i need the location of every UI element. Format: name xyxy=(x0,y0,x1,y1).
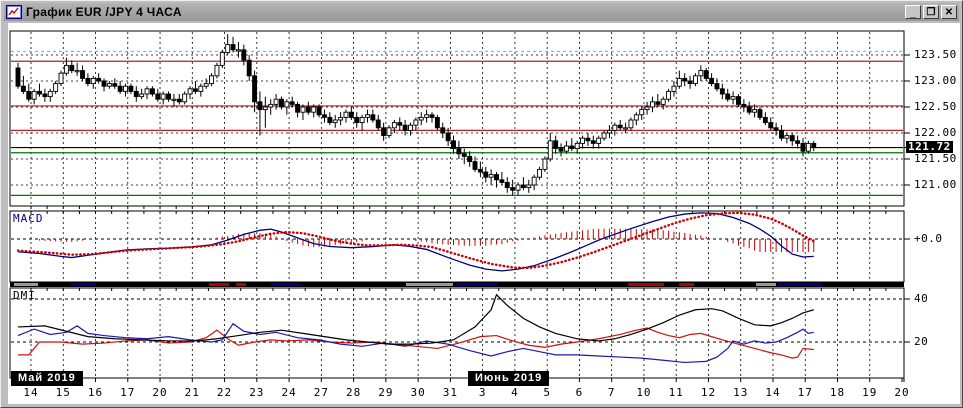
minimize-button[interactable]: _ xyxy=(905,5,921,19)
date-label: 16 xyxy=(87,386,104,399)
date-label: 21 xyxy=(184,386,200,399)
close-button[interactable]: ✕ xyxy=(941,5,957,19)
date-label: 4 xyxy=(511,386,519,399)
date-label: 17 xyxy=(797,386,813,399)
title-bar[interactable]: График EUR /JPY 4 ЧАСА _ ❒ ✕ xyxy=(4,3,959,21)
window-controls: _ ❒ ✕ xyxy=(905,5,957,19)
date-label: 24 xyxy=(281,386,297,399)
month-label-may: Май 2019 xyxy=(11,371,83,386)
dmi-axis-label-40: 40 xyxy=(914,292,929,305)
date-label: 29 xyxy=(378,386,394,399)
date-label: 6 xyxy=(575,386,584,399)
maximize-button[interactable]: ❒ xyxy=(923,5,939,19)
date-label: 22 xyxy=(216,386,233,399)
macd-panel-label: MACD xyxy=(13,212,44,225)
dmi-panel-label: DMI xyxy=(13,289,36,302)
date-label: 7 xyxy=(607,386,616,399)
date-label: 28 xyxy=(345,386,362,399)
price-tick-label: 123.50 xyxy=(914,48,957,61)
date-label: 20 xyxy=(152,386,168,399)
date-label: 15 xyxy=(55,386,71,399)
chart-client-area xyxy=(8,23,960,404)
date-label: 14 xyxy=(765,386,781,399)
date-label: 13 xyxy=(733,386,749,399)
price-tick-label: 123.00 xyxy=(914,74,957,87)
date-label: 5 xyxy=(543,386,551,399)
date-label: 3 xyxy=(478,386,487,399)
price-tick-label: 121.00 xyxy=(914,178,957,191)
date-label: 14 xyxy=(23,386,39,399)
date-label: 27 xyxy=(313,386,329,399)
window-title: График EUR /JPY 4 ЧАСА xyxy=(26,5,182,19)
line-chart-icon xyxy=(6,5,22,19)
price-tick-label: 122.50 xyxy=(914,100,957,113)
date-label: 20 xyxy=(894,386,910,399)
date-label: 17 xyxy=(120,386,136,399)
date-label: 12 xyxy=(700,386,717,399)
price-tick-label: 121.50 xyxy=(914,152,957,165)
date-label: 23 xyxy=(249,386,265,399)
date-label: 10 xyxy=(636,386,652,399)
month-label-june: Июнь 2019 xyxy=(468,371,550,386)
macd-zero-label: +0.0 xyxy=(914,232,943,245)
date-label: 31 xyxy=(442,386,458,399)
date-label: 11 xyxy=(668,386,684,399)
date-label: 19 xyxy=(862,386,878,399)
date-label: 18 xyxy=(829,386,846,399)
current-price-badge: 121.72 xyxy=(906,140,953,153)
dmi-axis-label-20: 20 xyxy=(914,335,929,348)
price-tick-label: 122.00 xyxy=(914,126,957,139)
date-label: 30 xyxy=(410,386,426,399)
